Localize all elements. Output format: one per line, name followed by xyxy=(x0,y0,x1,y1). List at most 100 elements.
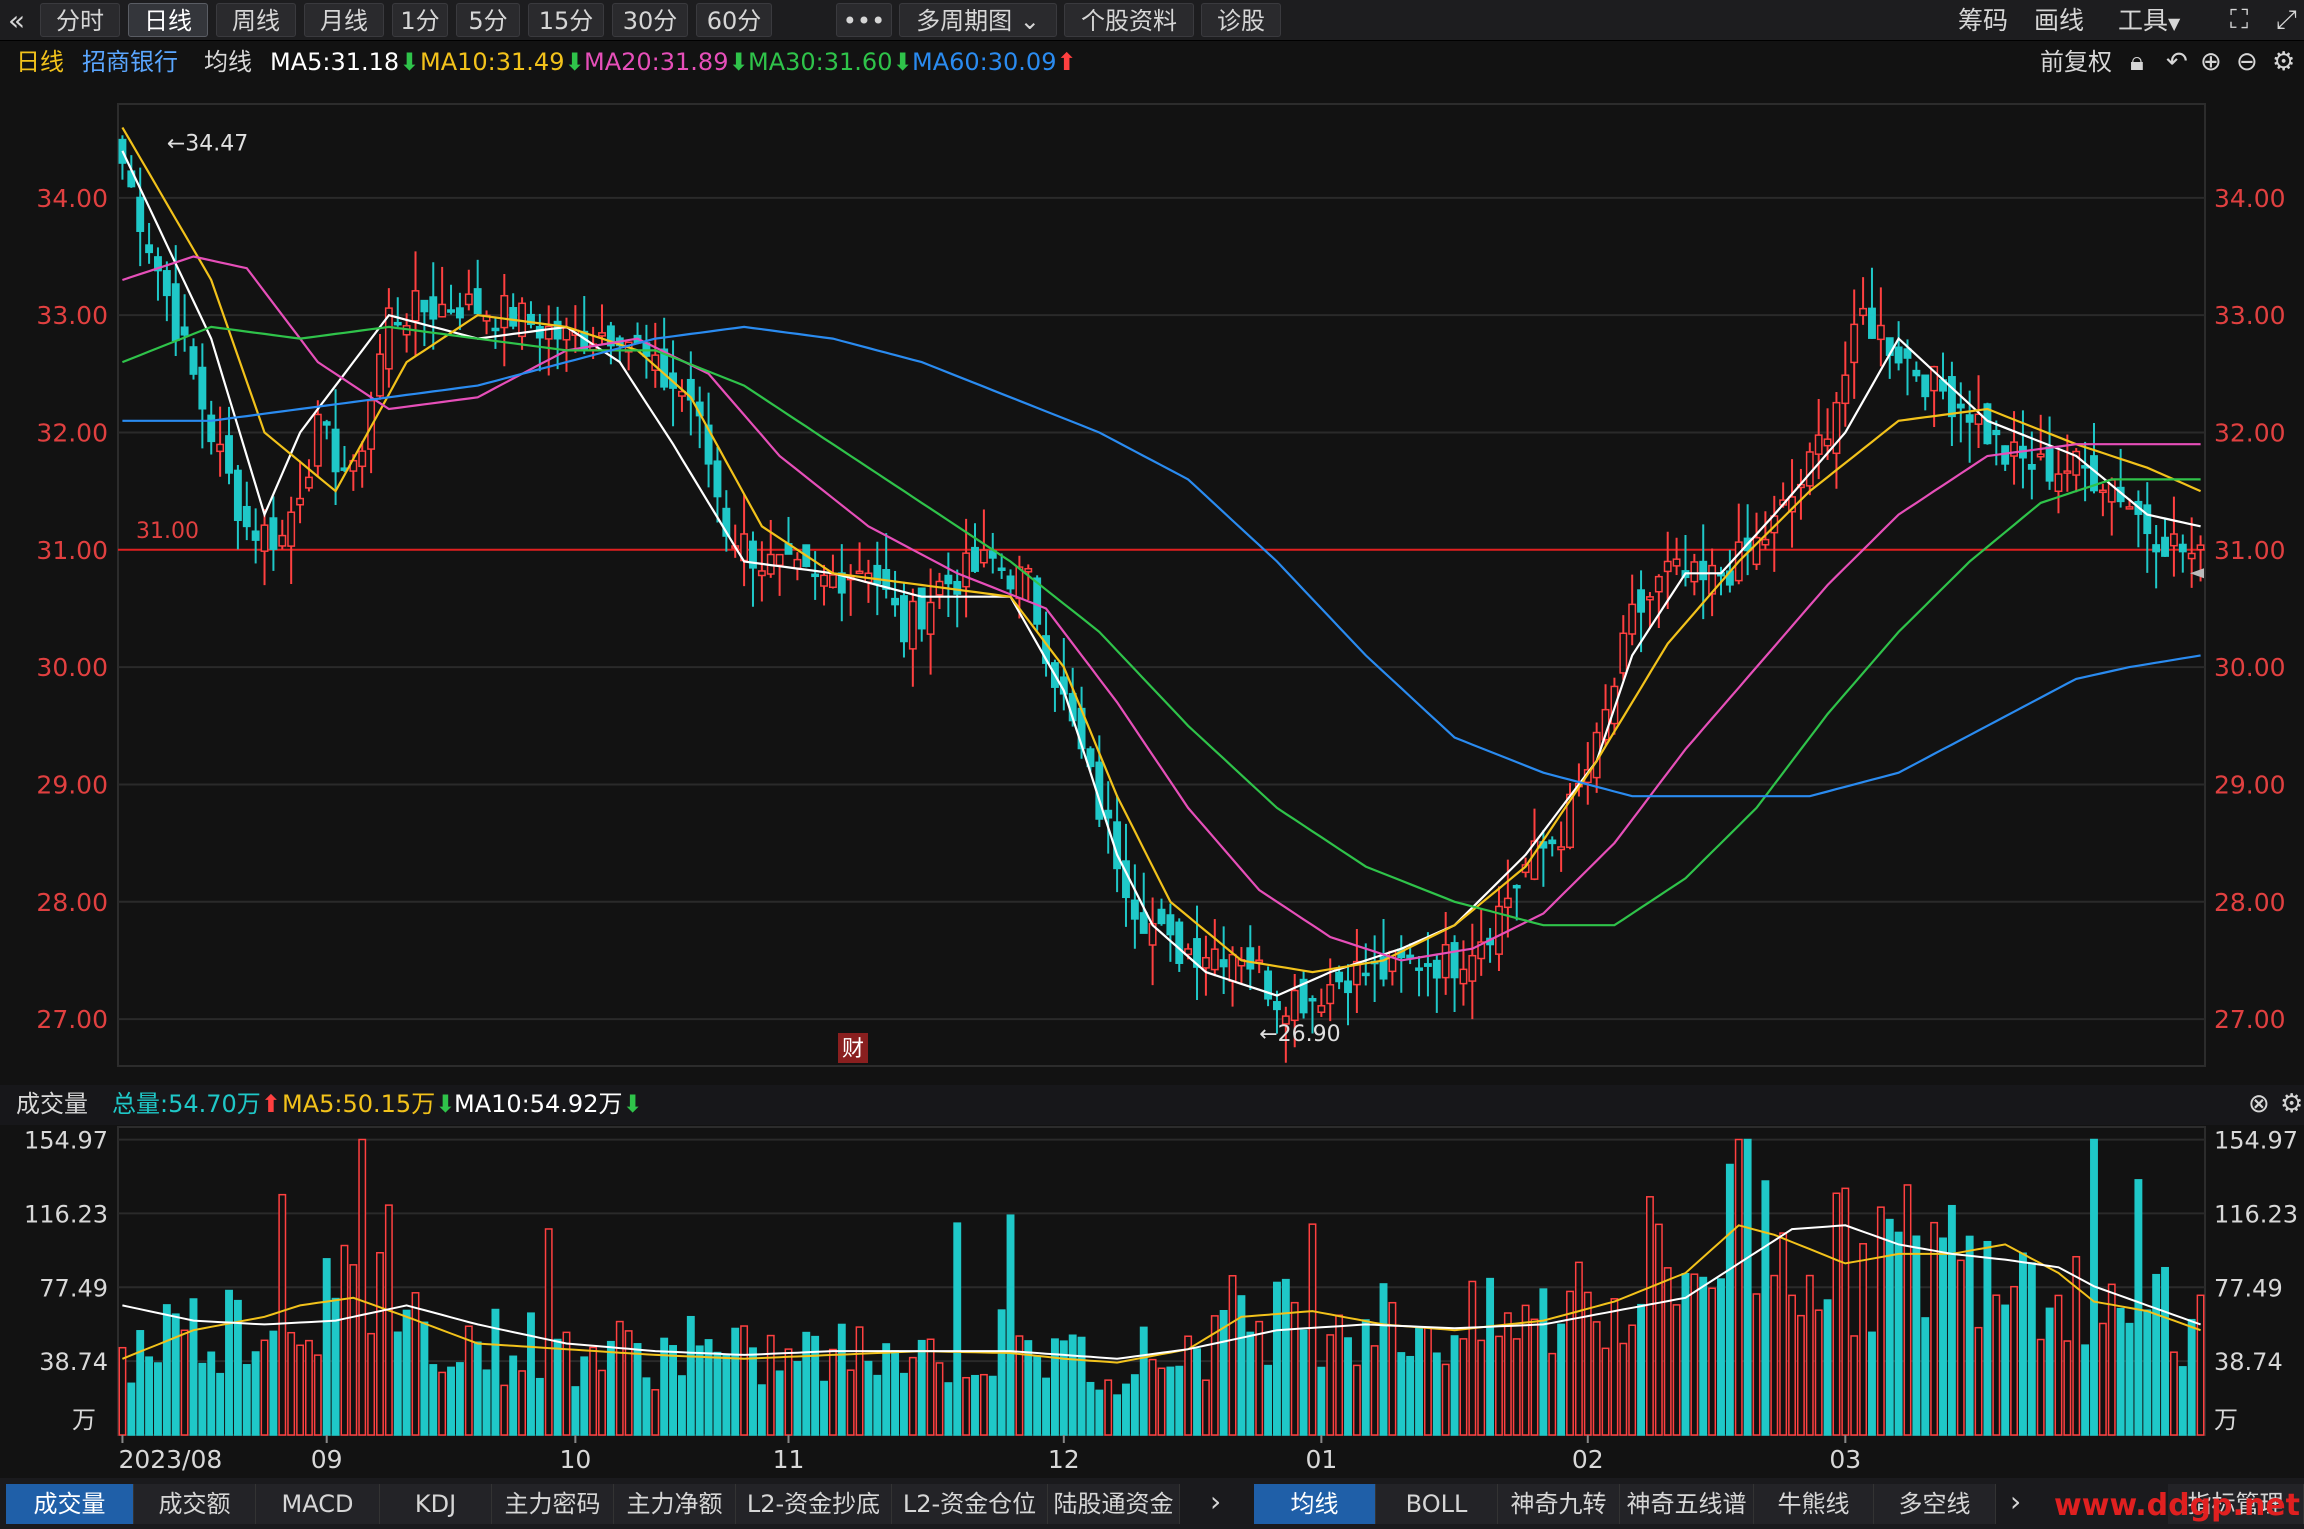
volume-bar xyxy=(2036,1338,2045,1436)
indicator-tab-6[interactable]: L2-资金抄底 xyxy=(736,1484,892,1524)
candle-body xyxy=(1645,596,1654,601)
arrow-down-icon: ⬇ xyxy=(728,48,749,76)
overlay-tab-5[interactable]: 多空线 xyxy=(1874,1484,1996,1524)
zoom-in-icon[interactable]: ⊕ xyxy=(2200,47,2222,77)
indicator-tab-4[interactable]: 主力密码 xyxy=(492,1484,614,1524)
tools-button[interactable]: 工具▼ xyxy=(2118,0,2180,41)
candle-body xyxy=(660,348,669,388)
volume-bar xyxy=(438,1371,447,1436)
volume-bar xyxy=(2178,1366,2187,1436)
chevron-right-icon[interactable]: › xyxy=(1210,1485,1222,1518)
volume-bar xyxy=(1033,1356,1042,1436)
volume-bar xyxy=(464,1325,473,1436)
indicator-manage-button[interactable]: 指标管理 xyxy=(2168,1484,2304,1524)
candle-body xyxy=(749,540,757,569)
volume-label[interactable]: 成交量 xyxy=(16,1090,88,1118)
diagnose-button[interactable]: 诊股 xyxy=(1201,3,1281,37)
chevron-right-icon[interactable]: › xyxy=(2010,1485,2022,1518)
period-tab-4[interactable]: 1分 xyxy=(392,3,448,37)
candle-body xyxy=(1210,948,1219,971)
overlay-tab-1[interactable]: BOLL xyxy=(1376,1484,1498,1524)
multi-period-label: 多周期图 xyxy=(916,7,1013,35)
settings-icon[interactable]: ⚙ xyxy=(2272,47,2296,77)
candle-body xyxy=(1921,374,1930,398)
expand-icon[interactable]: ⤢ xyxy=(2276,5,2297,35)
candle-body xyxy=(1503,897,1512,909)
period-tab-1[interactable]: 日线 xyxy=(128,3,208,37)
gear-icon[interactable]: ⚙ xyxy=(2280,1089,2304,1119)
volume-bar xyxy=(1548,1352,1557,1436)
volume-bar xyxy=(1335,1314,1344,1436)
zoom-out-icon[interactable]: ⊖ xyxy=(2236,47,2258,77)
ma5-line xyxy=(121,150,2201,997)
volume-bar xyxy=(2169,1351,2178,1436)
indicator-tab-8[interactable]: 陆股通资金 xyxy=(1048,1484,1180,1524)
period-tab-7[interactable]: 30分 xyxy=(612,3,688,37)
volume-bar xyxy=(287,1331,296,1436)
volume-bar xyxy=(1006,1214,1015,1436)
candle-body xyxy=(962,552,971,588)
chips-button[interactable]: 筹码 xyxy=(1958,6,2009,35)
period-tab-2[interactable]: 周线 xyxy=(216,3,296,37)
volume-bar xyxy=(1965,1235,1974,1436)
volume-bar xyxy=(624,1330,633,1436)
more-button[interactable]: ••• xyxy=(836,3,892,37)
volume-bar xyxy=(278,1193,287,1436)
caret-down-icon: ▼ xyxy=(2168,14,2181,33)
volume-label-left: 116.23 xyxy=(24,1200,108,1228)
period-tab-8[interactable]: 60分 xyxy=(696,3,772,37)
candle-body xyxy=(953,580,962,595)
stock-info-button[interactable]: 个股资料 xyxy=(1064,3,1194,37)
period-tab-5[interactable]: 5分 xyxy=(456,3,520,37)
indicator-tab-0[interactable]: 成交量 xyxy=(6,1484,134,1524)
kline-chart[interactable]: 34.00 34.00 33.00 33.00 32.00 32.00 31.00 31.00… xyxy=(0,83,2304,1478)
overlay-tab-0[interactable]: 均线 xyxy=(1254,1484,1376,1524)
indicator-tab-5[interactable]: 主力净额 xyxy=(614,1484,736,1524)
volume-bar xyxy=(429,1364,438,1436)
volume-bar xyxy=(1939,1237,1947,1436)
candle-body xyxy=(891,597,900,606)
volume-bar xyxy=(1894,1231,1903,1436)
volume-bar xyxy=(251,1351,260,1436)
volume-bar xyxy=(1139,1326,1148,1436)
indicator-tab-1[interactable]: 成交额 xyxy=(134,1484,256,1524)
finance-badge[interactable] xyxy=(838,1033,868,1063)
overlay-tab-3[interactable]: 神奇五线谱 xyxy=(1620,1484,1754,1524)
period-tab-3[interactable]: 月线 xyxy=(304,3,384,37)
draw-line-button[interactable]: 画线 xyxy=(2034,6,2085,35)
volume-bar xyxy=(873,1374,882,1436)
adjust-mode[interactable]: 前复权 xyxy=(2040,48,2112,76)
volume-bar xyxy=(2072,1255,2081,1436)
volume-bar xyxy=(1397,1352,1406,1436)
indicator-tab-2[interactable]: MACD xyxy=(256,1484,380,1524)
fullscreen-icon[interactable]: ⛶ xyxy=(2230,5,2249,35)
period-tab-0[interactable]: 分时 xyxy=(40,3,120,37)
candle-body xyxy=(1619,632,1628,674)
overlay-tab-2[interactable]: 神奇九转 xyxy=(1498,1484,1620,1524)
candle-body xyxy=(544,325,553,340)
candle-body xyxy=(2072,450,2081,476)
volume-bar xyxy=(1921,1317,1930,1436)
volume-bar xyxy=(180,1329,189,1436)
indicator-tab-3[interactable]: KDJ xyxy=(380,1484,492,1524)
arrow-up-icon: ⬆ xyxy=(1056,48,1077,76)
period-tab-6[interactable]: 15分 xyxy=(528,3,604,37)
double-chevron-left-icon[interactable]: « xyxy=(8,4,26,37)
close-icon[interactable]: ⊗ xyxy=(2248,1089,2270,1119)
candle-body xyxy=(1406,954,1415,959)
multi-period-button[interactable]: 多周期图 ⌄ xyxy=(899,3,1057,37)
indicator-tab-7[interactable]: L2-资金仓位 xyxy=(892,1484,1048,1524)
price-label-left: 31.00 xyxy=(36,536,108,565)
ma-indicator-label[interactable]: 均线 xyxy=(204,48,252,76)
candle-body xyxy=(1841,374,1850,405)
overlay-tab-4[interactable]: 牛熊线 xyxy=(1754,1484,1874,1524)
candle-body xyxy=(1850,323,1859,364)
undo-icon[interactable]: ↶ xyxy=(2166,47,2188,77)
candle-body xyxy=(562,327,571,341)
volume-bar xyxy=(580,1356,589,1436)
candle-body xyxy=(1974,413,1983,425)
arrow-down-icon: ⬇ xyxy=(564,48,585,76)
volume-bar xyxy=(1947,1204,1956,1436)
lock-icon[interactable]: 🔒︎ xyxy=(2130,47,2144,77)
stock-name[interactable]: 招商银行 xyxy=(82,48,178,76)
